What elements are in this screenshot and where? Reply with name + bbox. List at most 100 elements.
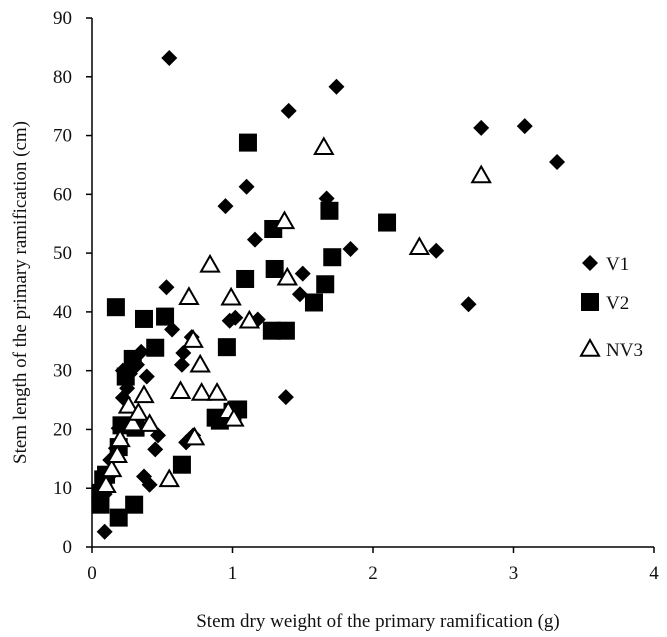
data-point-v2 (236, 269, 255, 288)
data-points (91, 49, 566, 540)
data-point-v1 (280, 102, 297, 119)
data-point-nv3 (178, 286, 200, 305)
x-tick-label: 0 (87, 563, 97, 584)
legend-marker-v2 (581, 293, 599, 311)
y-tick-label: 90 (53, 8, 72, 29)
data-point-v2 (323, 248, 342, 267)
data-point-nv3 (220, 286, 242, 306)
data-point-nv3 (95, 474, 117, 494)
data-point-v2 (116, 367, 135, 386)
data-point-nv3 (122, 412, 144, 432)
data-point-v1 (473, 119, 490, 136)
y-ticks: 0 10 20 30 40 50 60 70 80 90 (53, 8, 92, 558)
data-point-v1 (328, 78, 345, 95)
legend-label-v1: V1 (606, 254, 629, 275)
y-tick-label: 30 (53, 361, 72, 382)
data-point-v1 (147, 441, 164, 458)
data-point-v1 (161, 49, 178, 66)
y-tick-label: 60 (53, 184, 72, 205)
data-point-v2 (125, 495, 144, 514)
data-point-nv3 (470, 164, 492, 184)
y-tick-label: 50 (53, 243, 72, 264)
data-point-nv3 (199, 253, 221, 273)
data-point-v1 (342, 240, 359, 257)
data-point-v2 (378, 213, 397, 232)
data-point-v2 (156, 307, 175, 326)
data-point-v2 (134, 309, 153, 328)
data-point-nv3 (158, 468, 180, 488)
data-point-v1 (428, 242, 445, 259)
series-nv3 (95, 136, 492, 494)
data-point-v2 (109, 508, 128, 527)
data-point-nv3 (109, 428, 131, 448)
data-point-v2 (262, 321, 281, 340)
data-point-v2 (146, 338, 165, 357)
legend-marker-nv3 (579, 337, 601, 357)
data-point-v1 (175, 345, 192, 362)
data-point-v1 (96, 523, 113, 540)
data-point-nv3 (313, 136, 335, 156)
data-point-v2 (106, 298, 125, 317)
legend: V1 V2 NV3 (579, 254, 643, 361)
data-point-v2 (320, 201, 339, 220)
data-point-v2 (276, 321, 295, 340)
data-point-nv3 (169, 380, 192, 399)
data-point-v2 (304, 293, 323, 312)
legend-marker-v1 (582, 255, 598, 271)
data-point-v1 (217, 198, 234, 215)
data-point-v1 (249, 311, 266, 328)
legend-label-v2: V2 (606, 293, 629, 314)
y-tick-label: 80 (53, 67, 72, 88)
data-point-nv3 (238, 309, 261, 329)
data-point-v1 (158, 279, 175, 296)
data-point-nv3 (189, 353, 211, 373)
x-axis-title: Stem dry weight of the primary ramificat… (196, 611, 560, 632)
data-point-v1 (173, 356, 190, 373)
data-point-nv3 (223, 407, 245, 427)
x-tick-label: 2 (368, 563, 378, 584)
data-point-nv3 (182, 329, 204, 348)
data-point-nv3 (100, 458, 123, 478)
data-point-nv3 (273, 210, 296, 230)
data-point-nv3 (276, 266, 299, 286)
data-point-nv3 (206, 381, 228, 401)
y-axis-title: Stem length of the primary ramification … (10, 121, 31, 464)
data-point-nv3 (190, 381, 213, 401)
data-point-v2 (238, 133, 257, 152)
data-point-v1 (246, 231, 263, 248)
y-tick-label: 20 (53, 419, 72, 440)
data-point-nv3 (408, 236, 431, 255)
y-tick-label: 0 (63, 537, 73, 558)
data-point-v1 (227, 309, 244, 326)
data-point-v1 (516, 118, 533, 135)
x-ticks: 0 1 2 3 4 (87, 547, 659, 584)
data-point-v1 (138, 368, 155, 385)
data-point-nv3 (183, 426, 206, 446)
x-tick-label: 1 (228, 563, 238, 584)
data-point-v2 (265, 259, 284, 278)
data-point-v2 (172, 455, 191, 474)
legend-label-nv3: NV3 (606, 340, 643, 361)
y-tick-label: 40 (53, 302, 72, 323)
data-point-nv3 (127, 401, 150, 421)
x-tick-label: 3 (509, 563, 519, 584)
data-point-nv3 (138, 413, 161, 432)
data-point-v2 (217, 338, 236, 357)
data-point-v1 (460, 296, 477, 313)
data-point-v2 (123, 349, 142, 368)
series-v2 (91, 133, 397, 527)
data-point-nv3 (117, 394, 140, 414)
series-v1 (96, 49, 566, 540)
data-point-v1 (277, 389, 294, 406)
data-point-nv3 (133, 384, 155, 404)
y-tick-label: 70 (53, 126, 72, 147)
y-tick-label: 10 (53, 478, 72, 499)
data-point-v2 (316, 275, 335, 294)
data-point-v1 (238, 178, 255, 195)
data-point-nv3 (106, 444, 129, 464)
data-point-v1 (141, 476, 158, 493)
data-point-v1 (294, 265, 311, 282)
x-tick-label: 4 (649, 563, 659, 584)
data-point-v1 (549, 154, 566, 171)
